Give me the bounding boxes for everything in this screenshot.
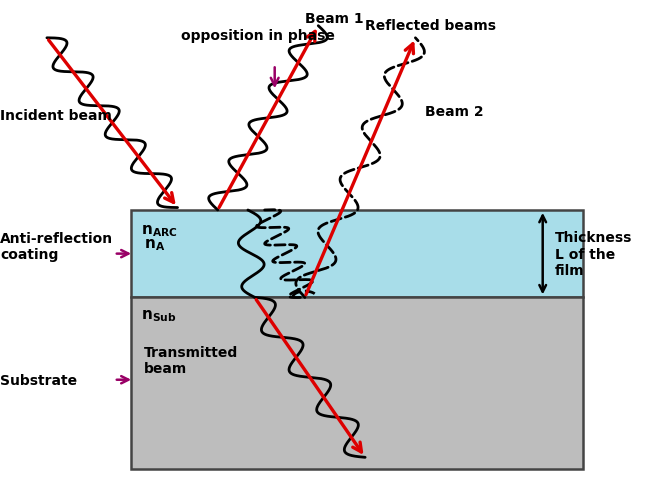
- Text: $\mathbf{n_{ARC}}$: $\mathbf{n_{ARC}}$: [141, 223, 178, 238]
- Text: Reflected beams: Reflected beams: [365, 19, 496, 33]
- Text: Incident beam: Incident beam: [0, 109, 112, 123]
- Bar: [131, 211, 583, 298]
- Bar: [131, 298, 583, 469]
- Text: Beam 2: Beam 2: [425, 105, 484, 118]
- Text: $\mathbf{n_A}$: $\mathbf{n_A}$: [144, 237, 165, 252]
- Text: Beam 1: Beam 1: [305, 12, 364, 26]
- Text: opposition in phase: opposition in phase: [181, 30, 335, 43]
- Text: Anti-reflection
coating: Anti-reflection coating: [0, 232, 113, 262]
- Text: Transmitted
beam: Transmitted beam: [144, 346, 239, 376]
- Text: Thickness
L of the
film: Thickness L of the film: [555, 231, 632, 277]
- Text: $\mathbf{n_{Sub}}$: $\mathbf{n_{Sub}}$: [141, 307, 176, 323]
- Text: Substrate: Substrate: [0, 373, 77, 387]
